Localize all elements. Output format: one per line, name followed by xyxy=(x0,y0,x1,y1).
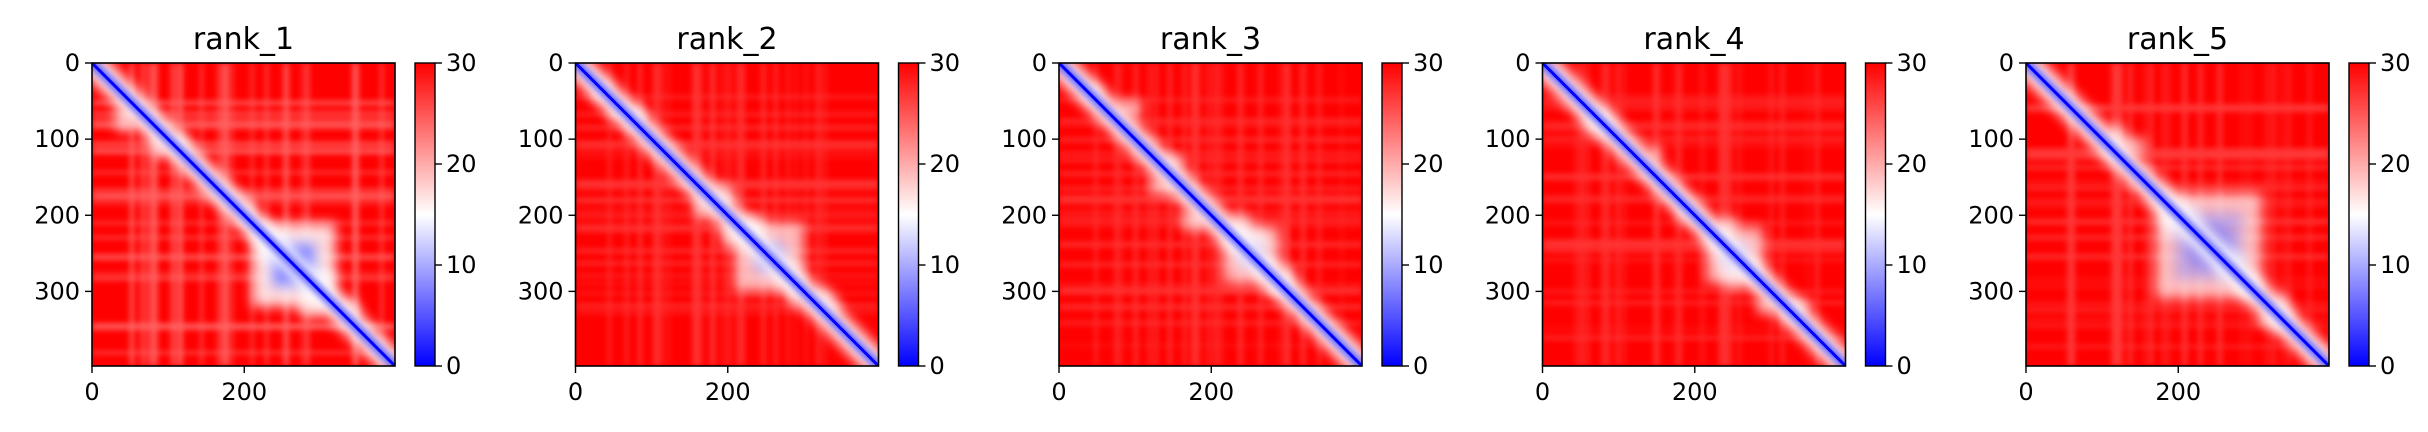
y-tick-label: 300 xyxy=(1485,277,1531,305)
panel-title: rank_4 xyxy=(1643,22,1744,57)
y-tick-label: 200 xyxy=(1968,201,2014,229)
colorbar-tick-label: 10 xyxy=(1897,251,1928,279)
x-tick-label: 200 xyxy=(2155,378,2201,406)
y-tick-label: 200 xyxy=(1001,201,1047,229)
y-tick-label: 0 xyxy=(1515,49,1530,77)
y-tick-label: 100 xyxy=(1001,125,1047,153)
colorbar-tick-label: 0 xyxy=(446,352,461,380)
heatmap xyxy=(1059,63,1362,366)
colorbar: 0 10 20 30 xyxy=(2348,49,2411,380)
heatmap xyxy=(2026,63,2329,366)
y-tick-label: 100 xyxy=(518,125,564,153)
diagonal xyxy=(1542,63,1846,366)
colorbar: 0 10 20 30 xyxy=(897,49,961,380)
colorbar-tick-label: 20 xyxy=(1413,150,1444,178)
colorbar-tick-label: 10 xyxy=(1413,251,1444,279)
colorbar-tick-label: 30 xyxy=(2380,49,2411,77)
x-tick-label: 0 xyxy=(2018,378,2033,406)
y-tick-label: 0 xyxy=(548,49,563,77)
panel-1: rank_1 0 100 200 300 0 200 0 10 20 30 xyxy=(34,22,476,406)
panel-title: rank_5 xyxy=(2127,22,2228,57)
colorbar: 0 10 20 30 xyxy=(1381,49,1444,380)
colorbar-tick-label: 20 xyxy=(1897,150,1928,178)
axes-frame xyxy=(1058,62,1363,367)
y-tick-label: 100 xyxy=(34,125,80,153)
x-tick-label: 0 xyxy=(1051,378,1066,406)
colorbar-tick-label: 20 xyxy=(446,150,477,178)
panel-3: rank_3 0 100 200 300 0 200 0 10 20 30 xyxy=(1001,22,1443,406)
panel-5: rank_5 0 100 200 300 0 200 0 10 20 30 xyxy=(1968,22,2410,406)
axes-frame xyxy=(2025,62,2330,367)
diagonal xyxy=(2026,63,2329,366)
y-tick-label: 300 xyxy=(518,277,564,305)
colorbar-tick-label: 0 xyxy=(1897,352,1912,380)
heatmap xyxy=(92,63,395,366)
y-tick-label: 100 xyxy=(1968,125,2014,153)
colorbar-tick-label: 20 xyxy=(2380,150,2411,178)
colorbar-tick-label: 10 xyxy=(930,251,961,279)
y-tick-label: 0 xyxy=(1032,49,1047,77)
panel-title: rank_2 xyxy=(676,22,777,57)
x-tick-label: 200 xyxy=(705,378,751,406)
y-tick-label: 0 xyxy=(65,49,80,77)
heatmap xyxy=(575,63,879,366)
diagonal xyxy=(575,63,879,366)
x-tick-label: 0 xyxy=(568,378,583,406)
axes-frame xyxy=(574,62,880,367)
panel-4: rank_4 0 100 200 300 0 200 0 10 20 30 xyxy=(1485,22,1927,406)
y-tick-label: 300 xyxy=(1001,277,1047,305)
x-tick-label: 0 xyxy=(84,378,99,406)
colorbar-tick-label: 30 xyxy=(446,49,477,77)
y-tick-label: 200 xyxy=(34,201,80,229)
panel-2: rank_2 0 100 200 300 0 200 0 10 20 30 xyxy=(518,22,960,406)
panel-title: rank_3 xyxy=(1160,22,1261,57)
axes-frame xyxy=(91,62,396,367)
y-tick-label: 0 xyxy=(1999,49,2014,77)
colorbar-tick-label: 0 xyxy=(930,352,945,380)
colorbar-tick-label: 0 xyxy=(1413,352,1428,380)
colorbar-tick-label: 10 xyxy=(2380,251,2411,279)
colorbar: 0 10 20 30 xyxy=(1864,49,1928,380)
panel-title: rank_1 xyxy=(193,22,294,57)
y-tick-label: 100 xyxy=(1485,125,1531,153)
colorbar-tick-label: 30 xyxy=(1413,49,1444,77)
x-tick-label: 0 xyxy=(1535,378,1550,406)
heatmap xyxy=(1542,63,1846,366)
diagonal xyxy=(1059,63,1362,366)
colorbar-tick-label: 30 xyxy=(930,49,961,77)
x-tick-label: 200 xyxy=(1188,378,1234,406)
y-tick-label: 300 xyxy=(34,277,80,305)
colorbar-tick-label: 10 xyxy=(446,251,477,279)
y-tick-label: 300 xyxy=(1968,277,2014,305)
colorbar-tick-label: 30 xyxy=(1897,49,1928,77)
x-tick-label: 200 xyxy=(221,378,267,406)
colorbar-tick-label: 20 xyxy=(930,150,961,178)
colorbar-tick-label: 0 xyxy=(2380,352,2395,380)
colorbar: 0 10 20 30 xyxy=(414,49,477,380)
y-tick-label: 200 xyxy=(518,201,564,229)
diagonal xyxy=(92,63,395,366)
y-tick-label: 200 xyxy=(1485,201,1531,229)
x-tick-label: 200 xyxy=(1672,378,1718,406)
axes-frame xyxy=(1541,62,1847,367)
